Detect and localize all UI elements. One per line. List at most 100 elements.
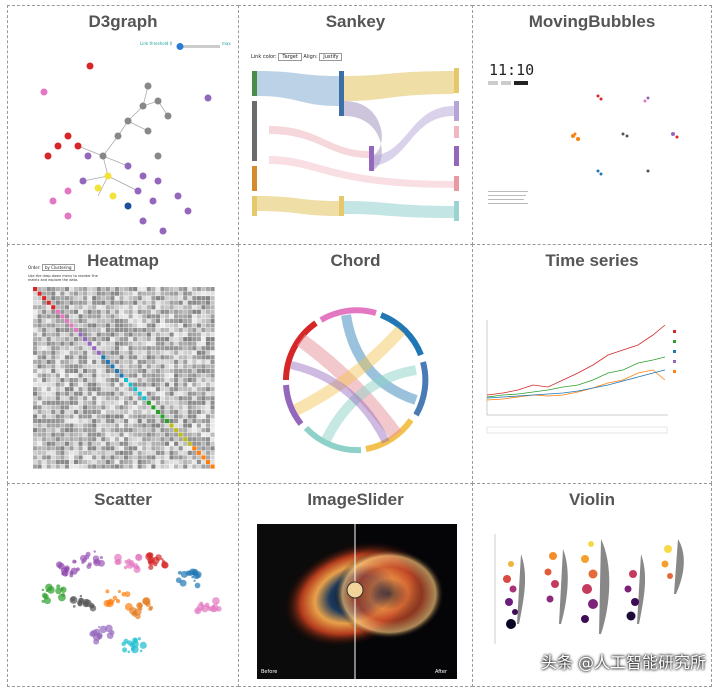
heatmap-cell: [142, 296, 147, 301]
heatmap-cell: [133, 459, 138, 465]
heatmap-cell: [55, 314, 60, 319]
heatmap-cell: [55, 318, 60, 323]
heatmap-cell: [96, 441, 101, 446]
heatmap-cell: [151, 428, 156, 433]
heatmap-cell: [46, 305, 51, 310]
heatmap-cell: [146, 309, 151, 314]
heatmap-cell: [137, 337, 142, 342]
heatmap-cell: [51, 396, 56, 401]
heatmap-cell: [201, 387, 206, 392]
heatmap-cell: [110, 437, 115, 442]
heatmap-cell: [60, 323, 65, 328]
heatmap-cell: [146, 437, 151, 442]
panel-sankey[interactable]: Sankey Link color: Target Align: Justify: [238, 5, 473, 245]
sankey-controls: Link color: Target Align: Justify: [251, 53, 343, 61]
heatmap-cell: [55, 464, 60, 469]
heatmap-cell: [201, 450, 206, 455]
heatmap-cell: [96, 291, 101, 296]
heatmap-cell: [155, 432, 160, 437]
panel-chord[interactable]: Chord: [238, 244, 473, 484]
heatmap-cell: [96, 355, 101, 360]
heatmap-cell: [124, 405, 129, 410]
heatmap-cell: [114, 350, 120, 355]
heatmap-cell: [51, 296, 56, 301]
heatmap-cell: [196, 309, 201, 314]
heatmap-cell: [42, 332, 47, 337]
scatter-point: [131, 645, 139, 654]
heatmap-cell: [33, 373, 38, 378]
heatmap-cell: [169, 300, 174, 305]
heatmap-cell: [187, 346, 192, 351]
heatmap-cell: [192, 409, 197, 414]
panel-timeseries[interactable]: Time series: [472, 244, 712, 484]
heatmap-cell: [151, 346, 156, 351]
heatmap-cell: [151, 332, 156, 337]
heatmap-cell: [178, 364, 183, 369]
heatmap-cell: [160, 409, 165, 414]
heatmap-cell: [174, 396, 179, 401]
scatter-point: [93, 638, 100, 645]
heatmap-cell: [187, 391, 192, 396]
heatmap-cell: [187, 287, 192, 292]
heatmap-cell: [205, 287, 211, 292]
heatmap-cell: [92, 396, 97, 401]
heatmap-cell: [73, 291, 79, 296]
heatmap-cell: [210, 396, 215, 401]
scatter-point: [61, 593, 66, 597]
slider-handle: [346, 581, 364, 599]
heatmap-cell: [133, 396, 138, 401]
heatmap-cell: [33, 418, 38, 424]
heatmap-cell: [114, 414, 120, 419]
heatmap-cell: [169, 327, 174, 333]
heatmap-cell: [124, 305, 129, 310]
heatmap-cell: [96, 459, 101, 465]
heatmap-cell: [164, 309, 170, 314]
heatmap-cell: [33, 441, 38, 446]
heatmap-cell: [101, 432, 106, 437]
panel-d3graph[interactable]: D3graph: [7, 5, 239, 245]
heatmap-cell: [205, 359, 211, 364]
heatmap-cell: [133, 423, 138, 428]
heatmap-cell: [64, 373, 69, 378]
heatmap-cell: [105, 373, 110, 378]
heatmap-cell: [37, 464, 42, 469]
heatmap-cell: [196, 300, 201, 305]
scatter-point: [136, 602, 143, 609]
panel-heatmap[interactable]: Heatmap Order: by Clustering Use the dro…: [7, 244, 239, 484]
heatmap-cell: [174, 450, 179, 455]
heatmap-cell: [210, 300, 215, 305]
heatmap-cell: [192, 309, 197, 314]
heatmap-cell: [169, 364, 174, 369]
heatmap-cell: [96, 300, 101, 305]
heatmap-cell: [83, 305, 88, 310]
heatmap-cell: [37, 387, 42, 392]
heatmap-cell: [119, 428, 124, 433]
heatmap-cell: [137, 332, 142, 337]
align-select[interactable]: Justify: [319, 53, 343, 61]
heatmap-cell: [196, 305, 201, 310]
heatmap-cell: [101, 368, 106, 374]
panel-title: Sankey: [325, 12, 386, 31]
panel-scatter[interactable]: Scatter: [7, 483, 239, 687]
heatmap-cell: [187, 441, 192, 446]
heatmap-cell: [73, 364, 79, 369]
heatmap-cell: [42, 287, 47, 292]
panel-imageslider[interactable]: ImageSlider: [238, 483, 473, 687]
scatter-point: [216, 606, 222, 612]
heatmap-cell: [110, 309, 115, 314]
panel-violin[interactable]: Violin: [472, 483, 712, 687]
heatmap-cell: [183, 414, 188, 419]
link-color-select[interactable]: Target: [278, 53, 302, 61]
order-select[interactable]: by Clustering: [41, 264, 75, 271]
heatmap-cell: [142, 341, 147, 346]
heatmap-cell: [128, 287, 133, 292]
heatmap-cell: [196, 437, 201, 442]
heatmap-cell: [42, 418, 47, 424]
heatmap-cell: [51, 387, 56, 392]
heatmap-cell: [78, 378, 83, 383]
heatmap-cell: [192, 391, 197, 396]
heatmap-cell: [174, 464, 179, 469]
heatmap-cell: [196, 346, 201, 351]
panel-movingbubbles[interactable]: MovingBubbles 11:10: [472, 5, 712, 245]
heatmap-cell: [119, 400, 124, 405]
